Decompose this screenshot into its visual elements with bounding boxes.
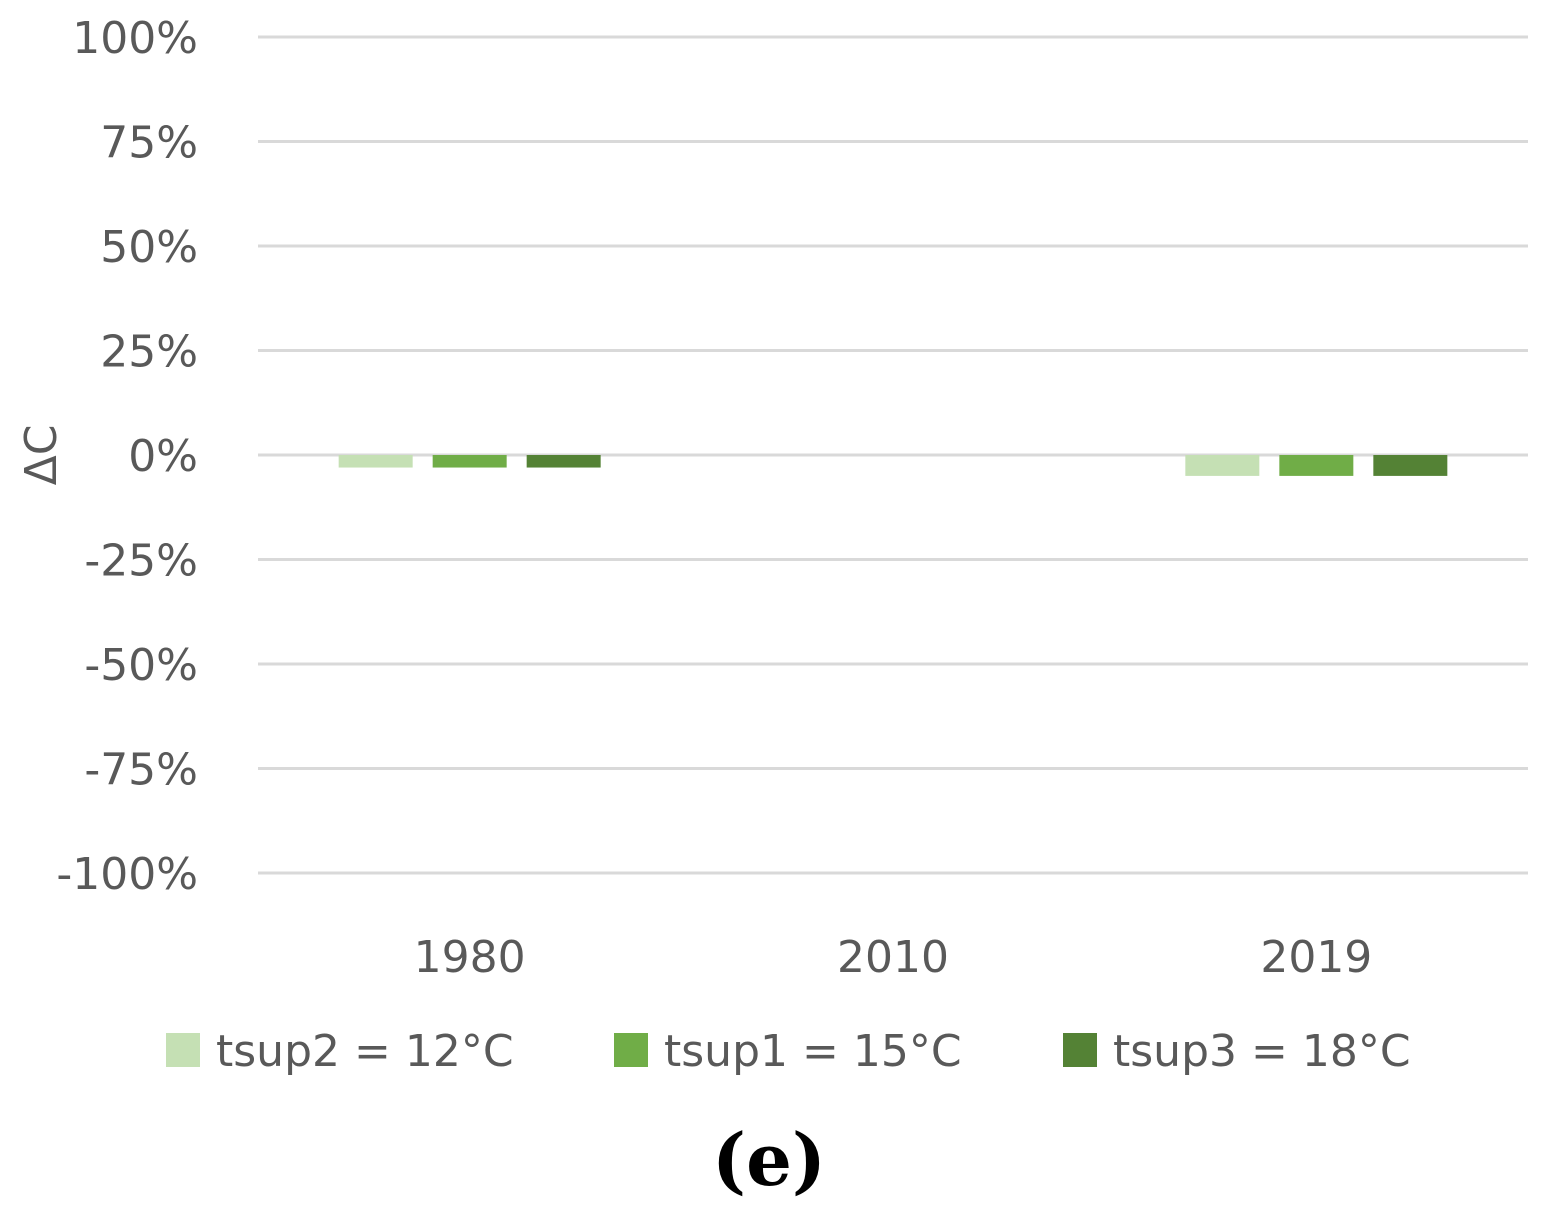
panel-label: (e)	[712, 1117, 826, 1202]
legend-swatch	[1063, 1033, 1097, 1067]
x-axis-ticks: 1980 2010 2019	[414, 932, 1373, 983]
legend-swatch	[166, 1033, 200, 1067]
bar	[1373, 455, 1448, 476]
y-tick-label: 100%	[72, 13, 198, 64]
y-tick-label: -75%	[84, 745, 198, 796]
y-tick-label: 75%	[100, 118, 198, 169]
bar	[526, 455, 601, 468]
y-tick-label: -100%	[56, 849, 198, 900]
bar	[1185, 455, 1260, 476]
y-tick-label: -50%	[84, 640, 198, 691]
x-tick-label: 1980	[414, 932, 526, 983]
legend-label: tsup1 = 15°C	[664, 1026, 962, 1077]
y-tick-label: -25%	[84, 536, 198, 587]
y-tick-label: 25%	[100, 327, 198, 378]
y-axis-ticks: 100% 75% 50% 25% 0% -25% -50% -75% -100%	[56, 13, 198, 900]
bar	[1279, 455, 1354, 476]
legend-label: tsup3 = 18°C	[1113, 1026, 1411, 1077]
y-tick-label: 0%	[128, 431, 198, 482]
legend-swatch	[614, 1033, 648, 1067]
bar	[432, 455, 507, 468]
bar	[338, 455, 413, 468]
y-tick-label: 50%	[100, 222, 198, 273]
legend: tsup2 = 12°C tsup1 = 15°C tsup3 = 18°C	[166, 1026, 1411, 1077]
legend-label: tsup2 = 12°C	[216, 1026, 514, 1077]
x-tick-label: 2019	[1260, 932, 1372, 983]
x-tick-label: 2010	[837, 932, 949, 983]
bars	[338, 455, 1448, 476]
y-axis-title: ΔC	[16, 425, 67, 486]
